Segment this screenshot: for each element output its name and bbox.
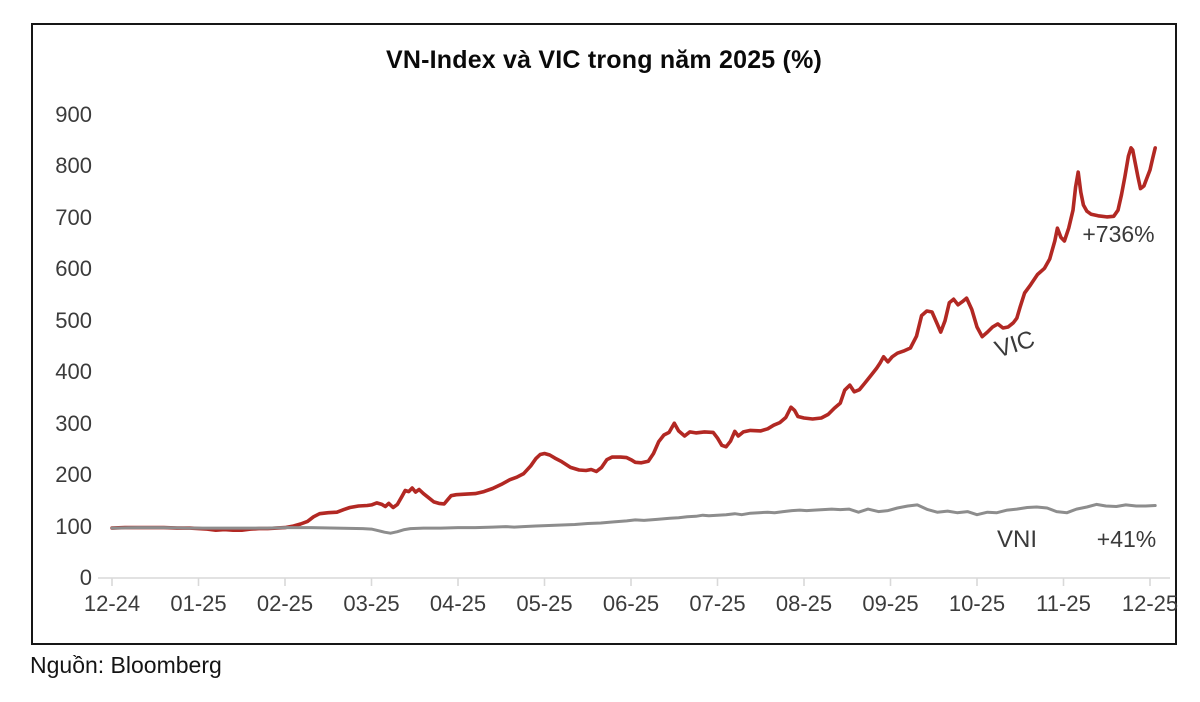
y-axis-tick-label: 400 [55,359,92,385]
y-axis-tick-label: 700 [55,204,92,230]
x-axis-tick-label: 07-25 [689,591,746,616]
chart-title: VN-Index và VIC trong năm 2025 (%) [385,46,823,74]
x-axis-tick-label: 04-25 [429,591,487,616]
y-axis-tick-label: 300 [55,410,92,436]
y-axis-tick-label: 100 [55,513,92,539]
y-axis-tick-label: 200 [55,462,92,488]
series-line-vni [110,502,1157,535]
series-line-vic [110,146,1157,533]
x-axis-tick-label: 09-25 [862,591,919,616]
x-axis-tick-label: 01-25 [170,591,227,616]
y-axis-tick-label: 600 [55,256,92,282]
x-axis-tick-label: 10-25 [948,591,1006,616]
x-axis-tick-label: 06-25 [602,591,660,616]
vni-change-annotation: +41% [1096,526,1157,552]
x-axis-tick-label: 12-25 [1121,591,1179,616]
y-axis-tick-label: 900 [55,102,92,127]
y-axis-tick-label: 800 [55,153,92,179]
vic-change-annotation: +736% [1082,221,1155,247]
y-axis-tick-label: 0 [79,565,92,590]
x-axis-tick-label: 02-25 [256,591,314,616]
x-axis-tick-label: 03-25 [343,591,400,616]
x-axis-tick-label: 05-25 [516,591,573,616]
y-axis-tick-label: 500 [55,307,92,333]
vni-series-label: VNI [996,526,1037,553]
source-note: Nguồn: Bloomberg [30,652,222,678]
x-axis-tick-label: 11-25 [1036,591,1091,616]
x-axis-tick-label: 08-25 [775,591,833,616]
x-axis-tick-label: 12-24 [83,591,141,616]
